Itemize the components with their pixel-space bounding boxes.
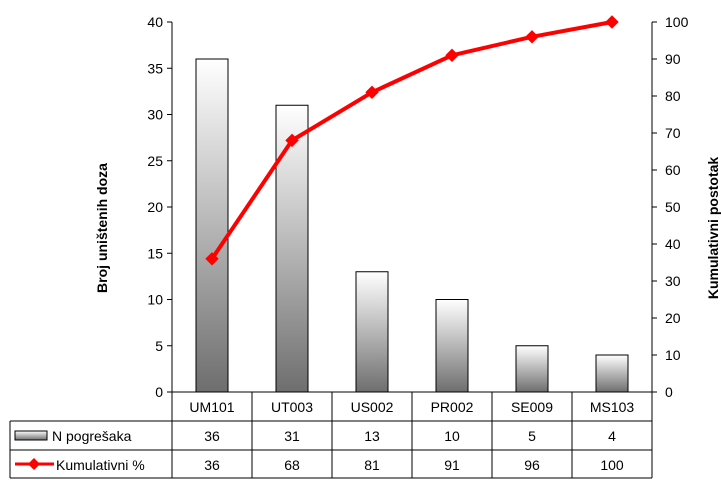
table-value-bars-UT003: 31 xyxy=(284,428,300,444)
y-tick-label: 30 xyxy=(147,107,163,123)
bar-PR002 xyxy=(435,299,469,393)
cumulative-marker-MS103 xyxy=(605,15,619,29)
table-value-bars-SE009: 5 xyxy=(528,428,536,444)
y2-tick-label: 30 xyxy=(665,273,681,289)
bar-SE009 xyxy=(515,345,549,393)
table-value-line-PR002: 91 xyxy=(444,457,460,473)
table-value-bars-MS103: 4 xyxy=(608,428,616,444)
y2-axis-title: Kumulativni postotak xyxy=(705,157,721,300)
y-tick-label: 10 xyxy=(147,292,163,308)
cumulative-marker-UM101 xyxy=(205,252,219,266)
bar-MS103 xyxy=(595,354,629,393)
y2-tick-label: 70 xyxy=(665,125,681,141)
y2-tick-label: 40 xyxy=(665,236,681,252)
y2-tick-label: 90 xyxy=(665,51,681,67)
y2-tick-label: 0 xyxy=(665,384,673,400)
y2-tick-label: 100 xyxy=(665,14,689,30)
table-value-line-UT003: 68 xyxy=(284,457,300,473)
legend-line-marker xyxy=(28,458,40,470)
y-tick-label: 35 xyxy=(147,60,163,76)
bar-US002 xyxy=(355,271,389,393)
bar-UM101 xyxy=(195,58,229,393)
y-tick-label: 20 xyxy=(147,199,163,215)
table-value-bars-PR002: 10 xyxy=(444,428,460,444)
bar-UT003 xyxy=(275,104,309,393)
y2-tick-label: 60 xyxy=(665,162,681,178)
table-value-line-UM101: 36 xyxy=(204,457,220,473)
cumulative-marker-PR002 xyxy=(445,48,459,63)
line-series xyxy=(205,15,619,266)
y-tick-label: 15 xyxy=(147,245,163,261)
category-label-SE009: SE009 xyxy=(511,399,553,415)
cumulative-marker-SE009 xyxy=(525,30,539,44)
table-value-bars-UM101: 36 xyxy=(204,428,220,444)
y2-tick-label: 80 xyxy=(665,88,681,104)
y2-tick-label: 10 xyxy=(665,347,681,363)
table-value-line-US002: 81 xyxy=(364,457,380,473)
table-value-bars-US002: 13 xyxy=(364,428,380,444)
legend-bar-swatch xyxy=(14,430,48,441)
y-axis-title: Broj uništenih doza xyxy=(94,163,110,293)
legend-label-line: Kumulativni % xyxy=(56,457,145,473)
table-value-line-SE009: 96 xyxy=(524,457,540,473)
y2-tick-label: 20 xyxy=(665,310,681,326)
cumulative-marker-US002 xyxy=(365,85,379,100)
y-tick-label: 40 xyxy=(147,14,163,30)
cumulative-line xyxy=(210,20,613,260)
axes: 0 5 10 15 20 25 30 35 40 0 10 20 30 40 50 60 70 80 90 100 xyxy=(147,14,688,400)
y-tick-label: 25 xyxy=(147,153,163,169)
bar-series xyxy=(195,58,629,393)
y-tick-label: 5 xyxy=(155,338,163,354)
legend-label-bars: N pogrešaka xyxy=(52,428,132,444)
table-value-line-MS103: 100 xyxy=(600,457,624,473)
y2-tick-label: 50 xyxy=(665,199,681,215)
category-label-US002: US002 xyxy=(351,399,394,415)
category-label-UT003: UT003 xyxy=(271,399,313,415)
cumulative-marker-UT003 xyxy=(285,133,299,148)
category-label-UM101: UM101 xyxy=(189,399,234,415)
data-table: UM101 UT003 US002 PR002 SE009 MS103 N pogrešak… xyxy=(9,391,653,479)
category-label-PR002: PR002 xyxy=(431,399,474,415)
category-label-MS103: MS103 xyxy=(590,399,635,415)
y-tick-label: 0 xyxy=(155,384,163,400)
